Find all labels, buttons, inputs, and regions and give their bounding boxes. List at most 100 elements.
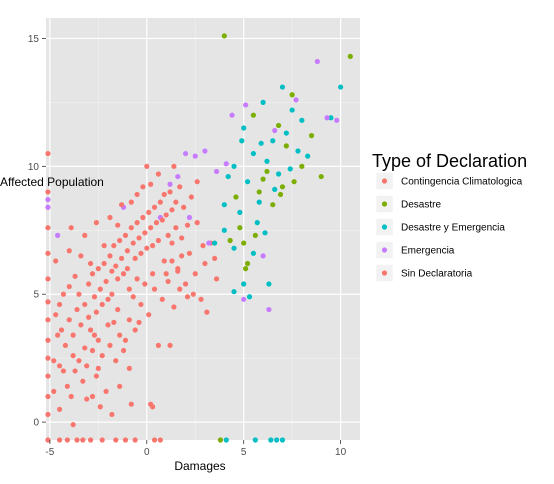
data-point <box>56 437 63 443</box>
data-point <box>138 250 144 256</box>
data-point <box>72 368 78 374</box>
data-point <box>213 276 220 282</box>
x-tick-label: 10 <box>335 447 347 458</box>
data-point <box>148 225 154 231</box>
data-point <box>204 309 210 315</box>
data-point <box>241 240 247 246</box>
data-point <box>60 368 67 374</box>
data-point <box>221 227 227 233</box>
data-point <box>45 437 51 443</box>
data-point <box>62 342 68 348</box>
data-point <box>113 358 119 364</box>
data-point <box>256 189 262 195</box>
data-point <box>243 266 249 272</box>
data-point <box>132 437 138 443</box>
data-point <box>151 204 158 210</box>
data-point <box>55 332 61 338</box>
data-point <box>167 181 173 187</box>
data-point <box>186 250 193 256</box>
data-point <box>45 337 51 343</box>
data-point <box>264 168 270 175</box>
data-point <box>84 363 90 369</box>
data-point <box>256 199 262 205</box>
data-point <box>241 125 247 131</box>
data-point <box>91 294 98 300</box>
data-point <box>144 245 150 251</box>
x-tick-label: 0 <box>144 447 150 458</box>
data-point <box>184 222 191 228</box>
data-point <box>103 278 109 285</box>
legend-title: Type of Declaration <box>372 151 527 171</box>
data-point <box>82 345 88 351</box>
y-tick-label: 0 <box>33 418 39 429</box>
data-point <box>51 388 57 395</box>
data-point <box>95 337 101 343</box>
data-point <box>233 194 239 200</box>
data-point <box>308 133 315 139</box>
data-point <box>101 243 107 249</box>
data-point <box>279 84 286 90</box>
plot-panel <box>46 18 360 440</box>
data-point <box>260 99 266 105</box>
data-point <box>87 327 94 333</box>
data-point <box>87 260 94 267</box>
data-point <box>258 140 264 146</box>
data-point <box>163 271 169 277</box>
data-point <box>155 171 162 177</box>
data-point <box>188 194 194 200</box>
data-point <box>299 163 305 169</box>
data-point <box>184 294 191 300</box>
data-point <box>89 271 96 277</box>
data-point <box>55 232 61 238</box>
data-point <box>70 332 76 338</box>
data-point <box>221 33 227 39</box>
y-tick-label: 15 <box>28 34 40 45</box>
legend-swatch <box>381 247 388 253</box>
data-point <box>299 117 305 123</box>
data-point <box>250 250 256 256</box>
data-point <box>86 314 92 320</box>
data-point <box>161 258 167 264</box>
data-point <box>86 281 92 287</box>
data-point <box>45 250 51 256</box>
y-axis: 0 5 10 15 <box>28 34 46 429</box>
data-point <box>229 112 235 118</box>
data-point <box>95 365 101 371</box>
data-point <box>262 230 268 236</box>
data-point <box>198 296 204 302</box>
data-point <box>74 306 80 313</box>
data-point <box>314 58 320 65</box>
data-point <box>93 220 99 226</box>
data-point <box>264 158 270 164</box>
data-point <box>150 243 156 249</box>
data-point <box>99 437 105 443</box>
data-point <box>80 378 86 384</box>
data-point <box>80 437 86 443</box>
data-point <box>159 217 165 223</box>
data-point <box>70 422 76 428</box>
data-point <box>347 53 353 59</box>
data-point <box>78 253 84 259</box>
data-point <box>134 191 140 198</box>
data-point <box>78 322 84 328</box>
data-point <box>134 276 140 282</box>
legend-swatch <box>381 224 388 230</box>
data-point <box>202 148 208 154</box>
data-point <box>246 294 253 300</box>
data-point <box>328 115 334 121</box>
data-point <box>213 168 220 175</box>
data-point <box>165 278 171 285</box>
data-point <box>115 222 121 228</box>
data-point <box>144 163 150 169</box>
data-point <box>130 240 136 246</box>
data-point <box>227 237 233 244</box>
data-point <box>74 437 80 443</box>
data-point <box>117 383 123 389</box>
data-point <box>51 358 57 364</box>
data-point <box>84 396 90 402</box>
data-point <box>130 294 136 300</box>
data-point <box>161 191 167 198</box>
data-point <box>217 437 224 443</box>
data-point <box>173 199 179 205</box>
